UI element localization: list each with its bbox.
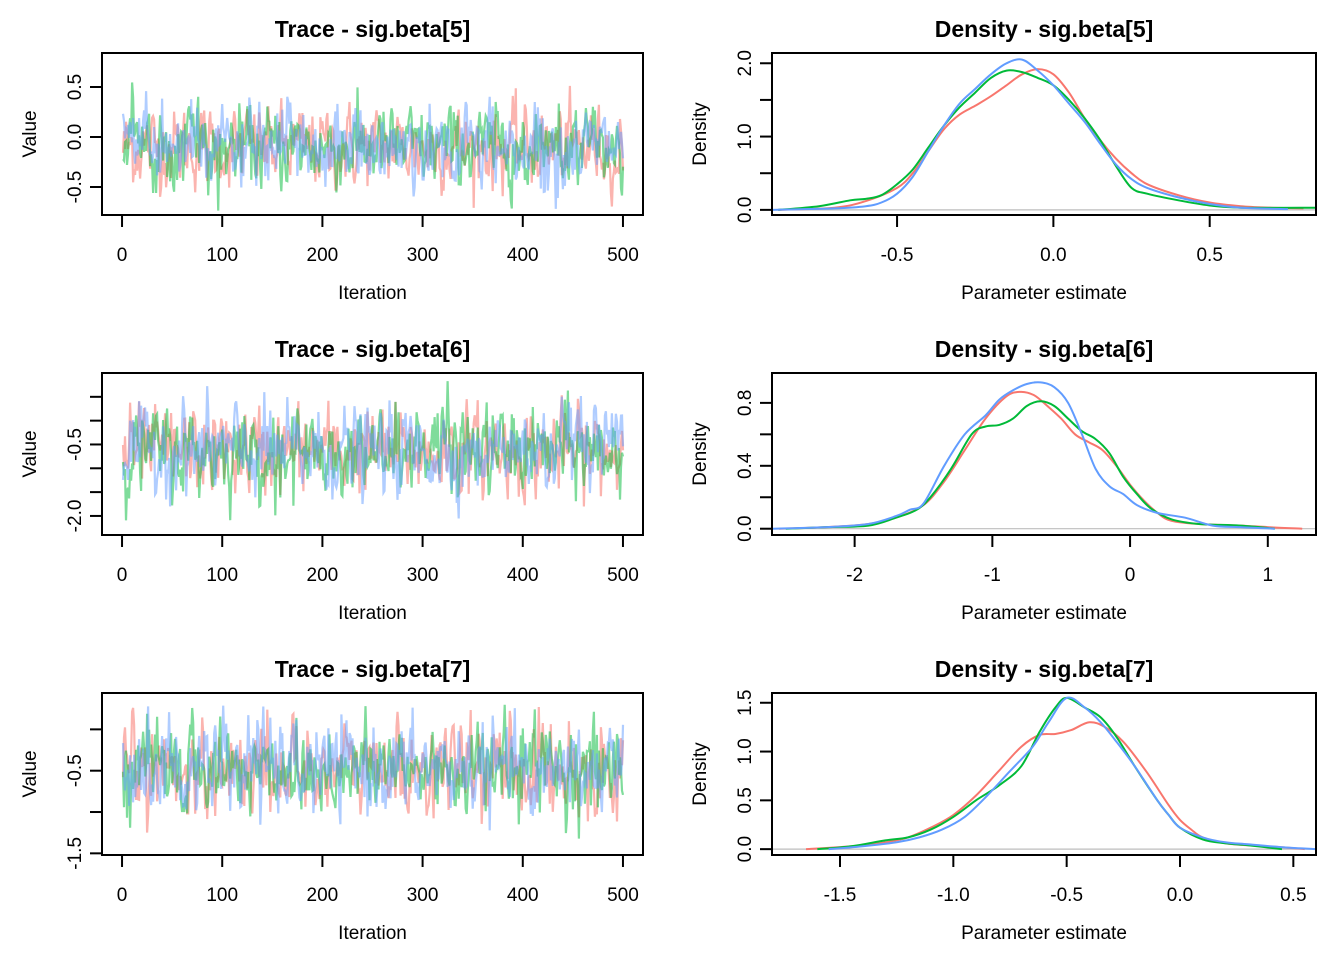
x-tick-label: -0.5 bbox=[1050, 885, 1083, 906]
chart-title: Trace - sig.beta[7] bbox=[275, 656, 471, 682]
y-tick-label: -0.5 bbox=[65, 754, 86, 787]
density-curve-chain-3 bbox=[828, 696, 1316, 851]
y-tick-label: 0.8 bbox=[735, 390, 756, 416]
y-axis-label: Density bbox=[690, 422, 711, 486]
density-curve-chain-1 bbox=[805, 721, 1305, 851]
y-tick-label: -0.5 bbox=[65, 428, 86, 461]
density-curve-chain-3 bbox=[772, 58, 1288, 211]
plot-area bbox=[772, 696, 1316, 851]
x-tick-label: 300 bbox=[407, 245, 439, 266]
panel-density6: -2 -1 0 1 0.0 0.4 0.8 Density - sig.beta[6] Para… bbox=[690, 336, 1317, 624]
x-tick-label: 400 bbox=[507, 565, 539, 586]
x-tick-label: 100 bbox=[206, 245, 238, 266]
x-axis-label: Iteration bbox=[338, 603, 407, 624]
panel-trace5: 0 100 200 300 400 500 -0.5 0.0 0.5 Trace - sig.be… bbox=[20, 16, 644, 304]
x-axis-label: Parameter estimate bbox=[961, 603, 1127, 624]
plot-area bbox=[121, 82, 625, 211]
plot-area bbox=[772, 58, 1316, 211]
x-tick-label: 300 bbox=[407, 565, 439, 586]
x-tick-label: 0.5 bbox=[1280, 885, 1306, 906]
plot-frame bbox=[101, 52, 644, 216]
density-curve-chain-2 bbox=[778, 69, 1316, 211]
x-tick-label: -1.5 bbox=[824, 885, 857, 906]
density-curve-chain-1 bbox=[778, 68, 1304, 211]
y-tick-label: -1.5 bbox=[65, 837, 86, 870]
x-tick-label: 500 bbox=[607, 565, 639, 586]
x-tick-label: 0.0 bbox=[1167, 885, 1193, 906]
plot-frame bbox=[771, 372, 1317, 536]
plot-frame bbox=[771, 52, 1317, 216]
x-axis-label: Iteration bbox=[338, 923, 407, 944]
x-tick-label: -1 bbox=[984, 565, 1001, 586]
density-curve-chain-1 bbox=[778, 390, 1303, 530]
x-tick-label: 0 bbox=[117, 245, 128, 266]
y-tick-label: 1.0 bbox=[735, 738, 756, 764]
x-tick-label: 0 bbox=[1125, 565, 1136, 586]
x-tick-label: -0.5 bbox=[881, 245, 914, 266]
chart-title: Density - sig.beta[5] bbox=[935, 16, 1154, 42]
y-tick-label: 0.5 bbox=[65, 74, 86, 100]
chart-title: Trace - sig.beta[5] bbox=[275, 16, 471, 42]
x-tick-label: 100 bbox=[206, 565, 238, 586]
x-tick-label: -1.0 bbox=[937, 885, 970, 906]
chart-title: Density - sig.beta[6] bbox=[935, 336, 1154, 362]
y-tick-label: 0.0 bbox=[735, 515, 756, 541]
y-tick-label: 2.0 bbox=[735, 50, 756, 76]
x-tick-label: 500 bbox=[607, 245, 639, 266]
y-tick-label: 0.0 bbox=[735, 197, 756, 223]
x-tick-label: 200 bbox=[307, 245, 339, 266]
plot-area bbox=[121, 704, 625, 839]
x-tick-label: 0 bbox=[117, 565, 128, 586]
density-curve-chain-2 bbox=[785, 400, 1275, 530]
x-tick-label: 400 bbox=[507, 245, 539, 266]
x-axis-label: Parameter estimate bbox=[961, 923, 1127, 944]
y-axis-label: Value bbox=[20, 750, 41, 797]
y-axis-label: Density bbox=[690, 102, 711, 166]
panel-density5: -0.5 0.0 0.5 0.0 1.0 2.0 Density - sig.beta[5]… bbox=[690, 16, 1317, 304]
x-tick-label: -2 bbox=[846, 565, 863, 586]
panel-trace6: 0 100 200 300 400 500 -2.0 -0.5 Trace - sig.beta… bbox=[20, 336, 644, 624]
x-axis-label: Parameter estimate bbox=[961, 283, 1127, 304]
y-tick-label: 0.0 bbox=[65, 124, 86, 150]
plot-area bbox=[772, 381, 1316, 530]
y-axis-label: Density bbox=[690, 742, 711, 806]
y-tick-label: 0.4 bbox=[735, 452, 756, 479]
chart-title: Density - sig.beta[7] bbox=[935, 656, 1154, 682]
x-tick-label: 200 bbox=[307, 565, 339, 586]
y-tick-label: 0.5 bbox=[735, 787, 756, 813]
y-tick-label: -2.0 bbox=[65, 500, 86, 533]
y-axis-label: Value bbox=[20, 430, 41, 477]
plot-area bbox=[121, 381, 625, 521]
panel-trace7: 0 100 200 300 400 500 -1.5 -0.5 Trace - sig.beta… bbox=[20, 656, 644, 944]
x-tick-label: 0.5 bbox=[1196, 245, 1222, 266]
y-tick-label: 1.5 bbox=[735, 690, 756, 716]
y-tick-label: -0.5 bbox=[65, 171, 86, 204]
density-curve-chain-3 bbox=[772, 381, 1275, 530]
y-axis-label: Value bbox=[20, 110, 41, 157]
x-tick-label: 0.0 bbox=[1040, 245, 1066, 266]
x-tick-label: 200 bbox=[307, 885, 339, 906]
x-tick-label: 400 bbox=[507, 885, 539, 906]
trace-line-chain-3 bbox=[121, 91, 625, 209]
y-tick-label: 0.0 bbox=[735, 836, 756, 862]
x-tick-label: 100 bbox=[206, 885, 238, 906]
plot-frame bbox=[101, 692, 644, 856]
x-tick-label: 300 bbox=[407, 885, 439, 906]
x-axis-label: Iteration bbox=[338, 283, 407, 304]
trace-line-chain-3 bbox=[121, 386, 625, 519]
chart-title: Trace - sig.beta[6] bbox=[275, 336, 471, 362]
y-tick-label: 1.0 bbox=[735, 123, 756, 149]
plot-frame bbox=[771, 692, 1317, 856]
trace-line-chain-3 bbox=[121, 705, 625, 831]
plot-frame bbox=[101, 372, 644, 536]
x-tick-label: 0 bbox=[117, 885, 128, 906]
x-tick-label: 1 bbox=[1263, 565, 1274, 586]
panel-density7: -1.5 -1.0 -0.5 0.0 0.5 0.0 0.5 1.0 1.5 Density - … bbox=[690, 656, 1317, 944]
x-tick-label: 500 bbox=[607, 885, 639, 906]
